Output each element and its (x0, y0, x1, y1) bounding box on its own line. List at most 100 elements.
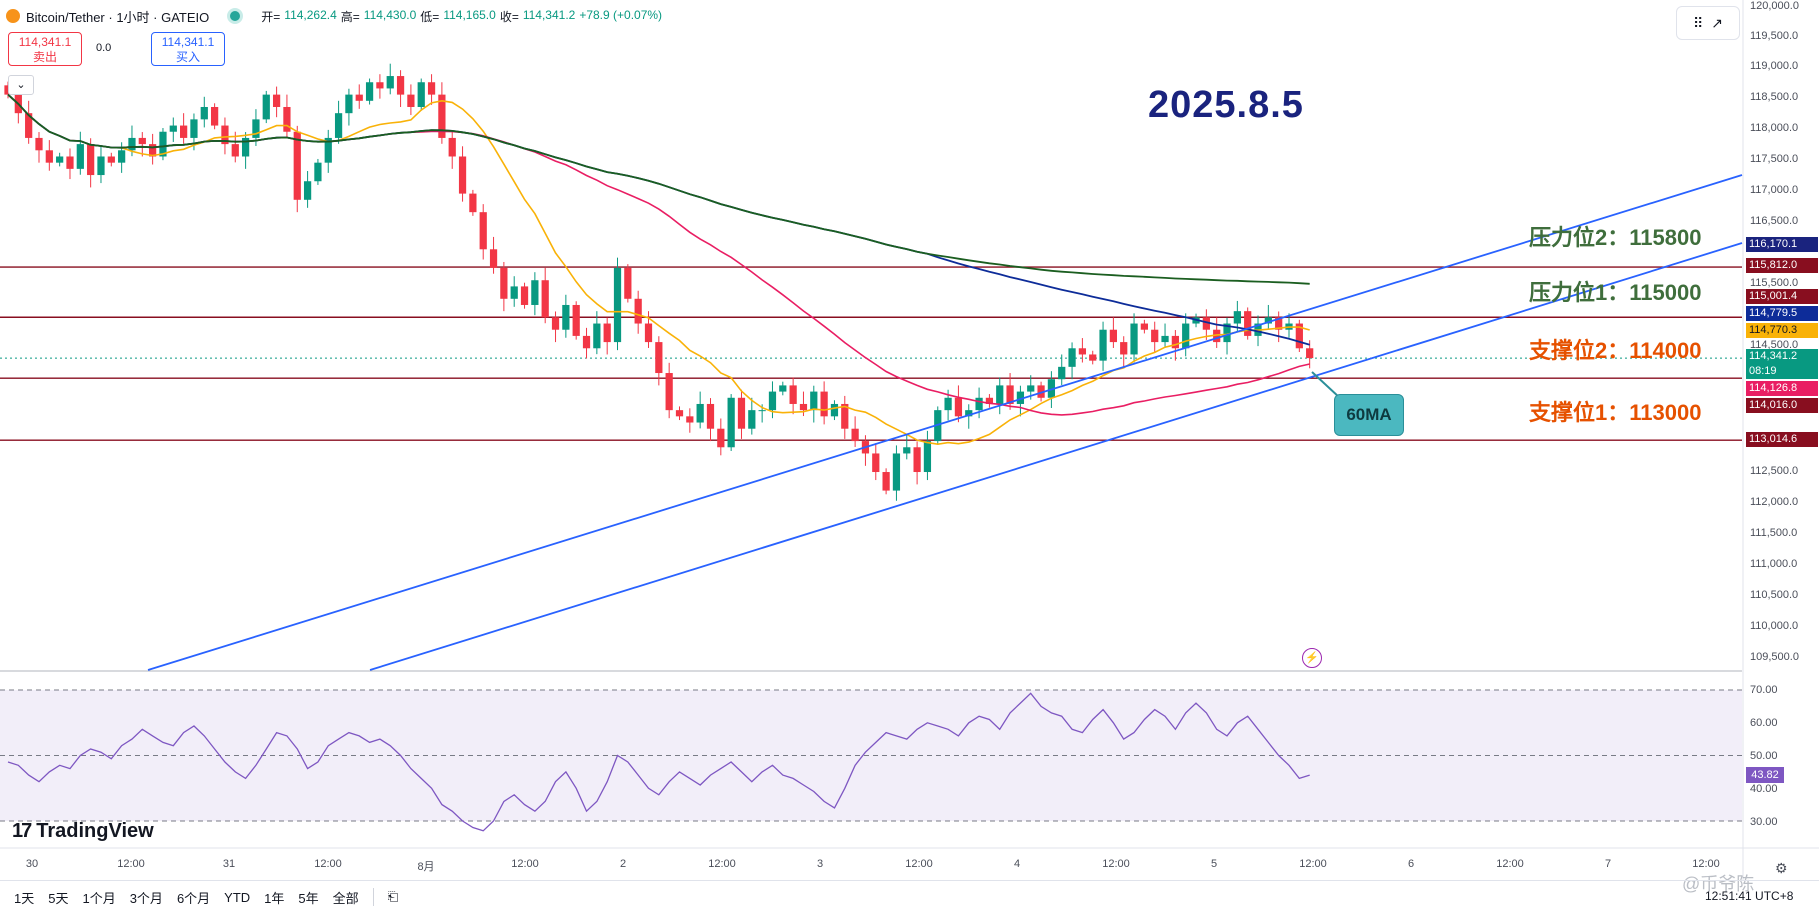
candle-body (118, 150, 126, 163)
drawing-tools-button[interactable]: ⠿ ↗ (1676, 6, 1740, 40)
candle-body (789, 385, 797, 404)
candle-body (706, 403, 715, 429)
calendar-goto-icon[interactable]: ⎗ (387, 889, 399, 904)
rsi-line (7, 692, 1310, 832)
trend-line-icon: ↗ (1711, 14, 1723, 31)
candle-body (810, 391, 818, 411)
price-tick: 119,000.0 (1750, 60, 1799, 72)
tradingview-mark-icon: 17 (12, 820, 32, 842)
candle-body (1171, 335, 1179, 349)
candle-body (500, 267, 508, 299)
candle-body (1058, 366, 1066, 380)
candle-body (56, 156, 64, 163)
range-1y[interactable]: 1年 (264, 890, 285, 906)
price-tag-ma-long: 116,170.1 (1746, 237, 1818, 252)
candle-body (376, 82, 384, 89)
candle-body (851, 428, 859, 442)
candle-body (334, 113, 343, 138)
time-label: 4 (1013, 858, 1021, 870)
low-label: 低= (420, 9, 440, 24)
range-5y[interactable]: 5年 (298, 890, 319, 906)
lightning-icon[interactable]: ⚡ (1302, 648, 1322, 668)
candle-body (190, 119, 198, 138)
tradingview-logo[interactable]: 17 TradingView (12, 820, 154, 843)
candle-body (954, 397, 963, 417)
range-6m[interactable]: 6个月 (176, 890, 211, 906)
candle-body (386, 76, 394, 89)
resistance-level-2: 压力位2：115800 (1529, 225, 1702, 250)
candle-body (87, 144, 95, 176)
bitcoin-icon (6, 9, 20, 23)
high-value: 114,430.0 (363, 7, 417, 22)
time-label: 12:00 (905, 858, 933, 870)
candle-body (438, 94, 446, 138)
candle-body (128, 137, 136, 151)
candle-body (1027, 385, 1035, 392)
candle-body (1233, 311, 1241, 324)
symbol-title[interactable]: Bitcoin/Tether · 1小时 · GATEIO (26, 9, 210, 25)
sell-button[interactable]: 114,341.1 卖出 (8, 32, 82, 66)
candle-body (76, 144, 84, 169)
candle-body (985, 397, 994, 404)
candle-body (479, 212, 487, 250)
buy-button[interactable]: 114,341.1 买入 (151, 32, 225, 66)
candle-body (1161, 335, 1169, 343)
range-3m[interactable]: 3个月 (129, 890, 163, 906)
candle-body (727, 397, 735, 448)
candle-body (159, 131, 167, 157)
candle-body (510, 286, 518, 299)
range-5d[interactable]: 5天 (48, 890, 69, 906)
candle-body (655, 342, 663, 374)
time-label: 8月 (417, 861, 435, 873)
range-ytd[interactable]: YTD (224, 889, 251, 905)
price-tick: 112,000.0 (1750, 496, 1799, 508)
candle-body (138, 137, 146, 145)
price-tick: 115,500.0 (1750, 277, 1799, 289)
ohlc-values: 开= 114,262.4 高= 114,430.0 低= 114,165.0 收= 11… (261, 8, 662, 25)
candle-body (252, 119, 260, 138)
candle-body (830, 403, 839, 417)
candle-body (603, 323, 611, 343)
ma-fast-line (7, 94, 1310, 446)
range-all[interactable]: 全部 (332, 890, 359, 906)
dots-grid-icon: ⠿ (1693, 14, 1704, 31)
countdown: 08:19 (1749, 365, 1777, 377)
support-level-2: 支撑位2：114000 (1529, 338, 1702, 363)
candle-body (1130, 323, 1138, 355)
price-tick: 109,500.0 (1750, 651, 1799, 663)
candle-body (634, 298, 642, 324)
candle-body (469, 193, 477, 213)
candle-body (180, 125, 188, 138)
candle-body (45, 150, 53, 163)
price-tick: 111,500.0 (1750, 527, 1798, 539)
candle-body (1202, 317, 1210, 330)
tradingview-wordmark: TradingView (36, 820, 154, 842)
candle-body (562, 304, 570, 330)
price-tag-level: 114,016.0 (1746, 398, 1818, 413)
candle-body (779, 385, 787, 392)
candle-body (531, 280, 539, 305)
candle-body (1306, 348, 1314, 359)
candle-body (283, 106, 291, 132)
range-1d[interactable]: 1天 (14, 890, 35, 906)
candle-body (66, 156, 74, 169)
time-label: 12:00 (1496, 858, 1524, 870)
sell-label: 卖出 (32, 50, 57, 64)
candle-body (1016, 391, 1025, 404)
gear-icon[interactable]: ⚙ (1775, 860, 1788, 876)
candle-body (489, 249, 498, 268)
candle-body (324, 137, 332, 163)
price-tick: 112,500.0 (1750, 465, 1799, 477)
rsi-tick: 40.00 (1750, 783, 1778, 795)
candle-body (965, 410, 973, 417)
candle-body (1037, 385, 1045, 398)
time-label: 12:00 (314, 858, 342, 870)
close-label: 收= (499, 9, 519, 24)
range-1m[interactable]: 1个月 (82, 890, 116, 906)
candle-body (1089, 354, 1097, 361)
chevron-down-icon[interactable]: ⌄ (8, 75, 34, 95)
candle-body (1264, 317, 1272, 324)
toolbar-divider (372, 888, 374, 906)
candle-body (303, 181, 312, 200)
